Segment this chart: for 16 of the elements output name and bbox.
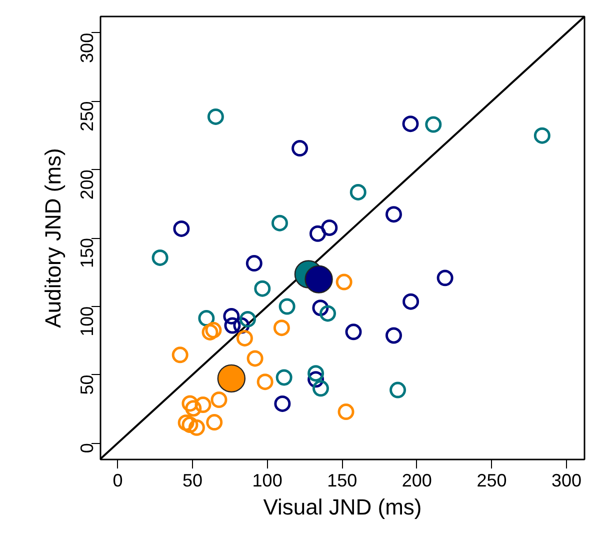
- y-tick-label: 100: [77, 306, 97, 336]
- x-tick-label: 0: [112, 470, 123, 490]
- y-tick-label: 300: [77, 32, 97, 63]
- x-tick-label: 50: [182, 470, 203, 490]
- x-axis-title: Visual JND (ms): [263, 494, 422, 520]
- x-tick-label: 200: [402, 470, 432, 490]
- y-tick-label: 200: [77, 170, 97, 200]
- y-tick-label: 0: [77, 443, 97, 454]
- x-tick-label: 300: [552, 470, 582, 490]
- y-tick-label: 50: [77, 374, 97, 395]
- y-tick-label: 150: [77, 238, 97, 268]
- y-tick-label: 250: [77, 101, 97, 132]
- y-axis-title: Auditory JND (ms): [40, 148, 66, 328]
- x-tick-label: 250: [476, 470, 507, 490]
- x-tick-label: 100: [252, 470, 282, 490]
- x-tick-label: 150: [327, 470, 358, 490]
